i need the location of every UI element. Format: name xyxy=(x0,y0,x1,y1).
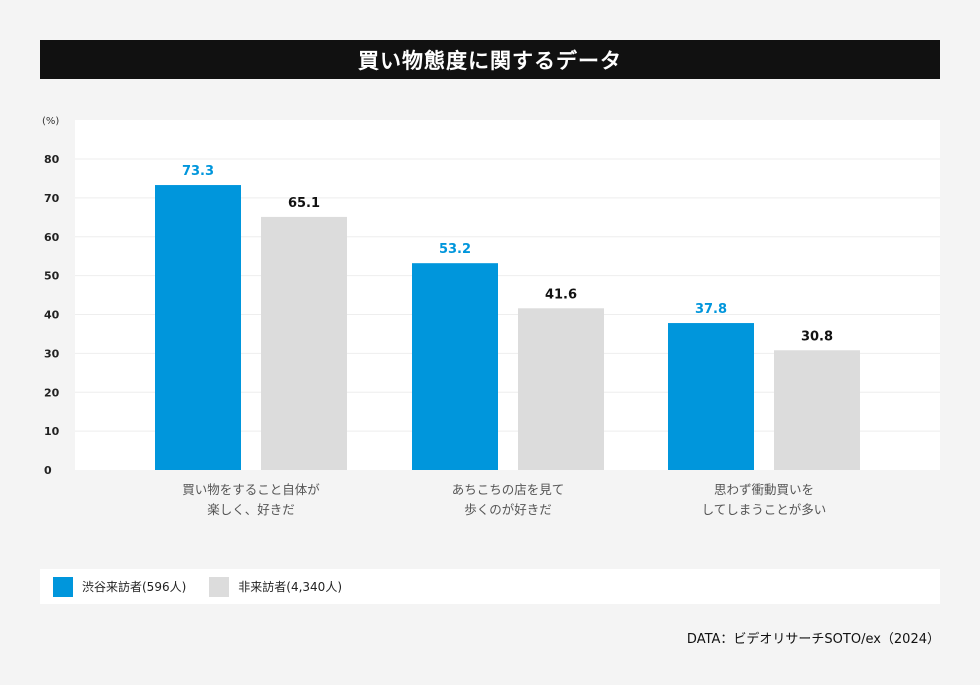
y-tick-label: 60 xyxy=(44,231,60,244)
data-label: 73.3 xyxy=(182,164,214,179)
data-label: 30.8 xyxy=(801,329,833,344)
data-label: 37.8 xyxy=(695,302,727,317)
y-tick-label: 30 xyxy=(44,347,60,360)
bar xyxy=(261,216,347,470)
x-category-label: 楽しく、好きだ xyxy=(207,502,295,517)
legend-label-visitors: 渋谷来訪者(596人) xyxy=(82,580,187,594)
data-label: 53.2 xyxy=(439,242,471,257)
legend-item-non-visitors: 非来訪者(4,340人) xyxy=(209,576,342,597)
x-category-label: 思わず衝動買いを xyxy=(714,482,814,497)
bar xyxy=(155,185,241,470)
bar xyxy=(668,323,754,470)
y-axis-unit: (%) xyxy=(42,116,59,127)
legend-item-visitors: 渋谷来訪者(596人) xyxy=(53,576,187,597)
data-label: 65.1 xyxy=(288,196,320,211)
y-tick-label: 0 xyxy=(44,464,52,477)
y-tick-label: 10 xyxy=(44,425,60,438)
x-category-label: あちこちの店を見て xyxy=(452,482,565,497)
y-tick-label: 20 xyxy=(44,386,60,399)
y-tick-label: 50 xyxy=(44,270,60,283)
legend-swatch-non-visitors xyxy=(209,576,230,597)
y-tick-label: 40 xyxy=(44,309,60,322)
bar-chart: 0 10 20 30 40 50 60 70 80 (%) 73.3 65.1 買い物をすること自体が楽… xyxy=(42,116,940,517)
bar xyxy=(774,350,860,470)
data-source: DATA：ビデオリサーチSOTO/ex（2024） xyxy=(686,632,940,647)
x-category-label: 買い物をすること自体が xyxy=(182,482,320,497)
bar xyxy=(518,308,604,470)
bar xyxy=(412,263,498,470)
data-label: 41.6 xyxy=(545,287,577,302)
chart-legend: 渋谷来訪者(596人) 非来訪者(4,340人) xyxy=(40,569,940,604)
x-category-label: 歩くのが好きだ xyxy=(464,502,552,517)
y-tick-label: 80 xyxy=(44,153,60,166)
chart-title: 買い物態度に関するデータ xyxy=(40,40,940,79)
y-tick-label: 70 xyxy=(44,192,60,205)
legend-swatch-visitors xyxy=(53,576,73,597)
legend-label-non-visitors: 非来訪者(4,340人) xyxy=(238,580,342,594)
x-category-label: してしまうことが多い xyxy=(702,502,827,517)
